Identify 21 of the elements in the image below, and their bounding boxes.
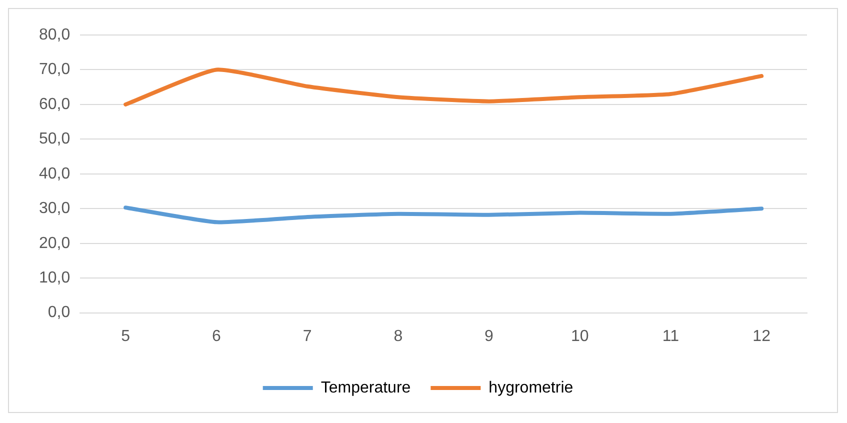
x-tick-label: 10 — [570, 328, 589, 345]
x-tick-label: 5 — [121, 328, 130, 345]
x-tick-label: 9 — [484, 328, 494, 345]
y-tick-label: 40,0 — [39, 165, 70, 182]
y-tick-label: 20,0 — [39, 234, 70, 252]
x-tick-label: 12 — [752, 328, 771, 345]
x-tick-label: 6 — [212, 328, 221, 345]
x-tick-label: 8 — [394, 328, 403, 345]
y-tick-label: 10,0 — [39, 269, 70, 286]
legend-label: hygrometrie — [488, 379, 574, 396]
y-tick-label: 80,0 — [39, 26, 70, 44]
legend-label: Temperature — [320, 379, 411, 396]
y-tick-label: 0,0 — [48, 304, 70, 322]
x-tick-label: 7 — [302, 328, 312, 345]
y-tick-label: 70,0 — [39, 61, 70, 78]
line-series — [124, 68, 764, 106]
line-series — [124, 206, 764, 224]
y-tick-label: 60,0 — [39, 96, 70, 113]
y-tick-label: 50,0 — [39, 130, 70, 148]
x-tick-label: 11 — [662, 328, 680, 345]
y-tick-label: 30,0 — [39, 200, 70, 218]
